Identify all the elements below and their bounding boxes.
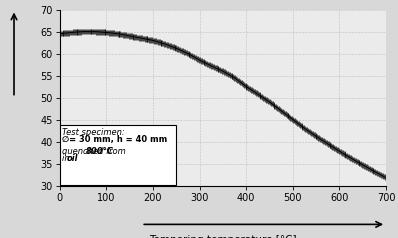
Text: Tempering temperature [°C]: Tempering temperature [°C]: [149, 235, 297, 238]
Text: ∅= 30 mm, h = 40 mm: ∅= 30 mm, h = 40 mm: [62, 135, 167, 144]
Text: 800°C: 800°C: [85, 147, 113, 156]
Text: in: in: [62, 154, 72, 163]
Text: Test specimen:: Test specimen:: [62, 128, 124, 137]
Text: quenched from: quenched from: [62, 147, 128, 156]
Text: oil: oil: [67, 154, 78, 163]
Bar: [60, 125, 176, 185]
